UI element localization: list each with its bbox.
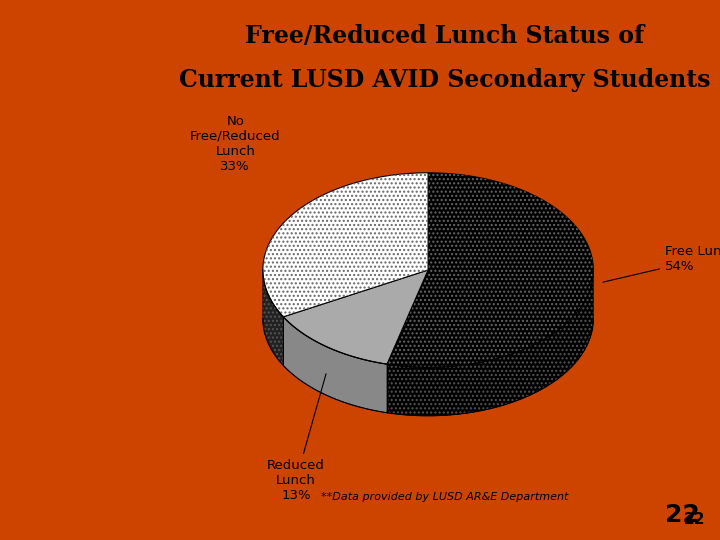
- Text: 22: 22: [684, 511, 706, 526]
- Text: Reduced
Lunch
13%: Reduced Lunch 13%: [267, 374, 326, 502]
- Text: No
Free/Reduced
Lunch
33%: No Free/Reduced Lunch 33%: [190, 115, 281, 173]
- Polygon shape: [263, 319, 593, 416]
- Text: Free/Reduced Lunch Status of: Free/Reduced Lunch Status of: [245, 24, 644, 48]
- Polygon shape: [283, 270, 428, 364]
- Polygon shape: [387, 270, 593, 416]
- Text: **Data provided by LUSD AR&E Department: **Data provided by LUSD AR&E Department: [321, 492, 568, 502]
- Polygon shape: [283, 317, 387, 413]
- Polygon shape: [263, 173, 428, 317]
- Text: Free Lunch
54%: Free Lunch 54%: [603, 245, 720, 282]
- Polygon shape: [387, 173, 593, 367]
- Text: Current LUSD AVID Secondary Students: Current LUSD AVID Secondary Students: [179, 68, 711, 91]
- Text: 22: 22: [665, 503, 700, 526]
- Polygon shape: [263, 269, 283, 366]
